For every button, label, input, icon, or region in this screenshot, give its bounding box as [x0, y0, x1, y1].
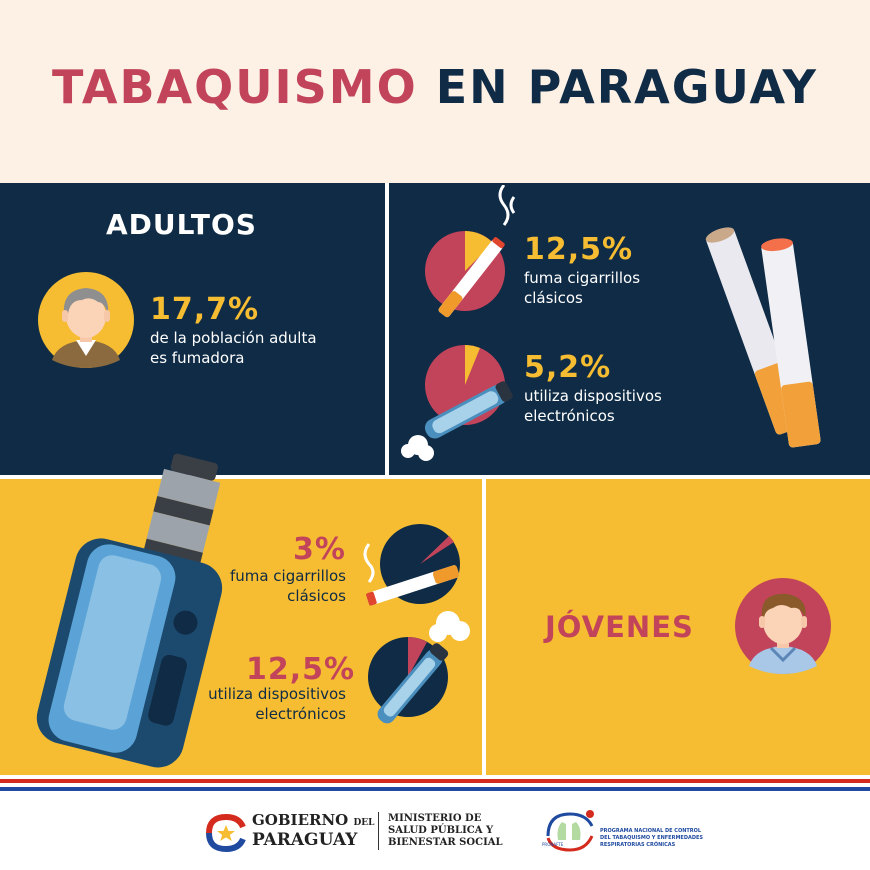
youth-electronic-desc: utiliza dispositivos electrónicos — [150, 684, 346, 724]
flag-stripe-blue — [0, 787, 870, 791]
youth-title: JÓVENES — [545, 610, 694, 644]
adults-title: ADULTOS — [106, 208, 257, 241]
desc-line: clásicos — [287, 587, 346, 605]
youth-classic-desc: fuma cigarrillos clásicos — [160, 566, 346, 606]
e-cigarette-pie-icon — [401, 345, 513, 461]
program-line: DEL TABAQUISMO Y ENFERMEDADES — [600, 835, 704, 841]
pronafte-logo-icon — [546, 810, 594, 852]
program-text: PROGRAMA NACIONAL DE CONTROL DEL TABAQUI… — [600, 828, 703, 849]
pronafte-badge: PRONAFTE — [542, 842, 564, 847]
adults-smokers-pct: 17,7% — [150, 292, 260, 327]
desc-line: electrónicos — [255, 705, 346, 723]
desc-line: fuma cigarrillos — [229, 567, 346, 585]
footer — [0, 791, 870, 870]
boy-avatar-icon — [735, 578, 831, 674]
gov-del: DEL — [353, 818, 375, 828]
ministry-line: BIENESTAR SOCIAL — [388, 837, 503, 848]
title-part-1: TABAQUISMO — [52, 60, 418, 114]
ministry-line: SALUD PÚBLICA Y — [388, 825, 494, 836]
adults-electronic-desc: utiliza dispositivos electrónicos — [524, 386, 662, 426]
desc-line: clásicos — [524, 289, 583, 307]
ministry-logo-text: MINISTERIO DE SALUD PÚBLICA Y BIENESTAR … — [388, 813, 503, 849]
header — [0, 0, 870, 183]
adults-smokers-desc: de la población adulta es fumadora — [150, 328, 317, 368]
divider — [0, 475, 870, 479]
cigarette-pie-icon — [425, 185, 516, 318]
gov-emblem-icon — [206, 813, 246, 853]
flag-stripe — [0, 775, 870, 779]
vape-box-icon — [36, 453, 223, 768]
cigarettes-icon — [705, 227, 821, 448]
desc-line: electrónicos — [524, 407, 615, 425]
gov-logo-text: GOBIERNO DEL PARAGUAY — [252, 812, 374, 849]
divider — [385, 183, 389, 475]
ministry-line: MINISTERIO DE — [388, 813, 482, 824]
program-line: PROGRAMA NACIONAL DE CONTROL — [600, 828, 702, 834]
title-part-2: EN PARAGUAY — [435, 60, 818, 114]
desc-line: utiliza dispositivos — [208, 685, 346, 703]
desc-line: es fumadora — [150, 349, 245, 367]
adults-electronic-pct: 5,2% — [524, 350, 612, 385]
desc-line: fuma cigarrillos — [524, 269, 641, 287]
footer-divider — [378, 812, 379, 850]
page-title: TABAQUISMO EN PARAGUAY — [0, 60, 870, 114]
gov-line1: GOBIERNO — [252, 811, 349, 829]
divider — [482, 479, 486, 775]
flag-stripe-red — [0, 779, 870, 783]
adults-classic-pct: 12,5% — [524, 232, 634, 267]
flag-stripe-white — [0, 783, 870, 787]
desc-line: de la población adulta — [150, 329, 317, 347]
desc-line: utiliza dispositivos — [524, 387, 662, 405]
youth-electronic-pct: 12,5% — [246, 652, 356, 687]
gov-line2: PARAGUAY — [252, 830, 358, 850]
youth-classic-pct: 3% — [293, 532, 346, 567]
cigarette-pie-icon — [363, 524, 460, 606]
man-avatar-icon — [38, 272, 134, 368]
adults-classic-desc: fuma cigarrillos clásicos — [524, 268, 640, 308]
e-cigarette-pie-icon — [368, 611, 470, 724]
program-line: RESPIRATORIAS CRÓNICAS — [600, 842, 676, 848]
